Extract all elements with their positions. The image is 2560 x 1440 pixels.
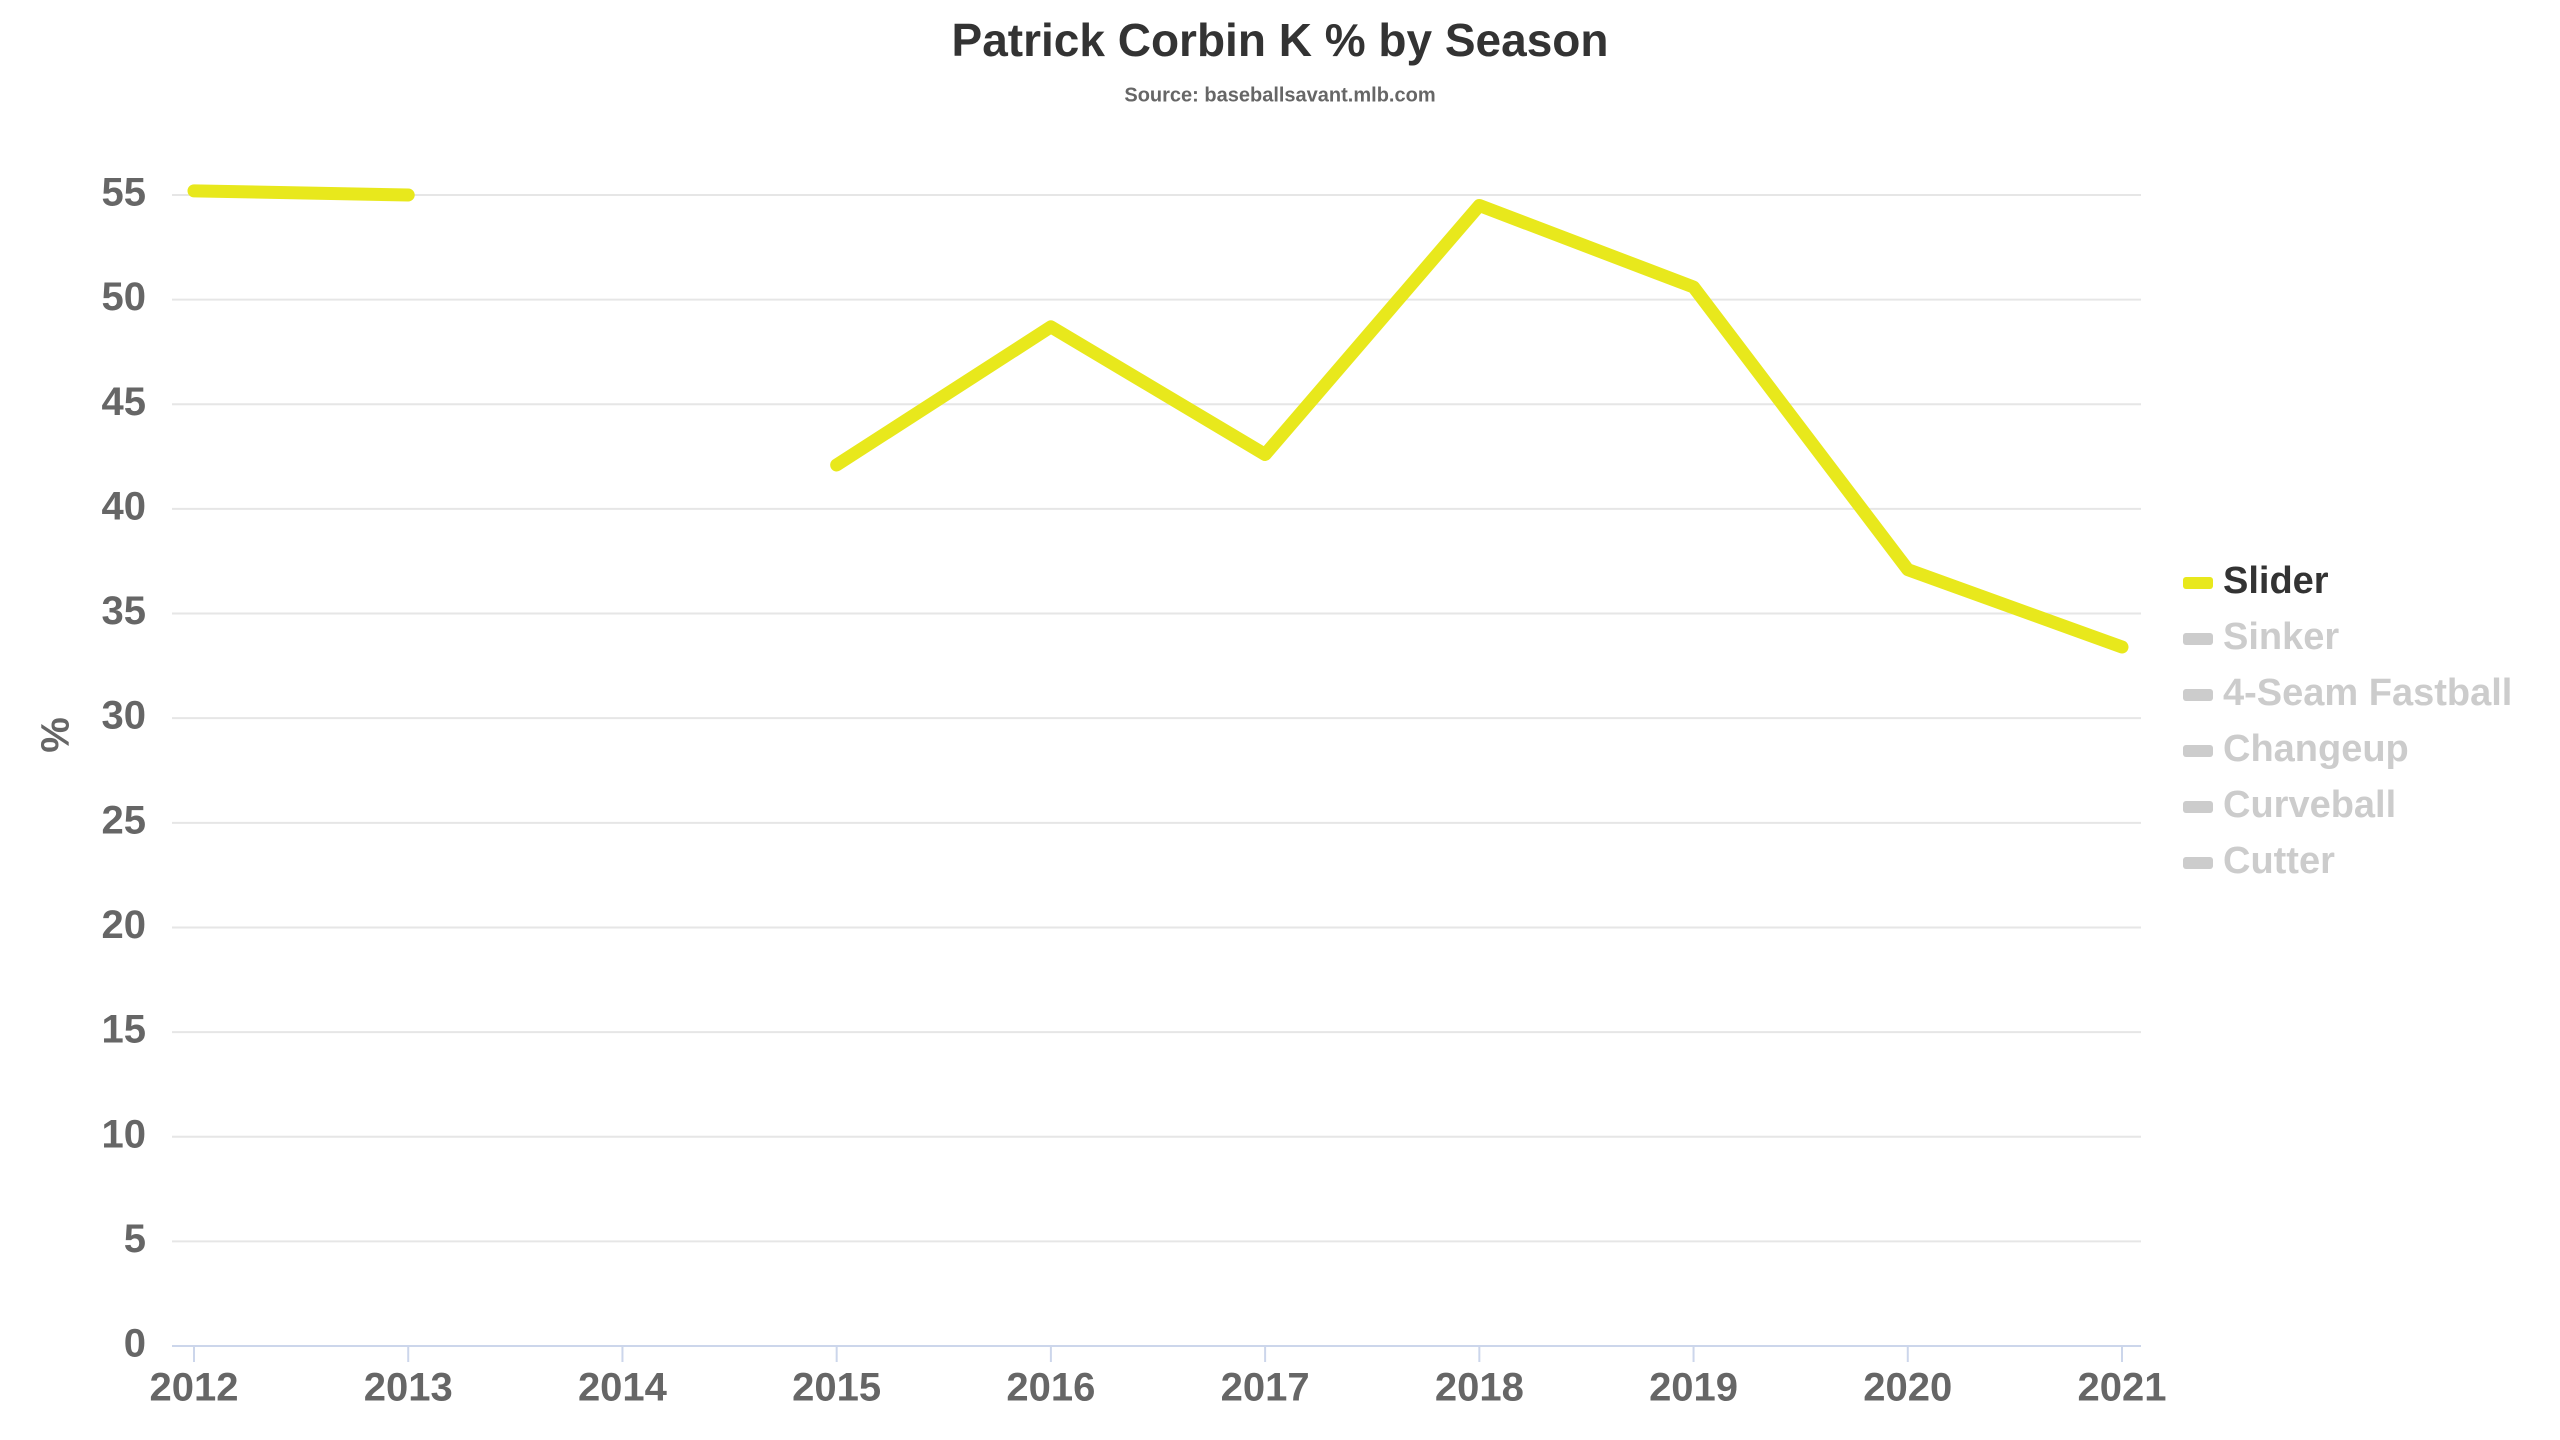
x-tick-label: 2012 [150, 1366, 239, 1410]
x-tick-label: 2015 [792, 1366, 881, 1410]
legend-swatch [2183, 801, 2213, 813]
legend-label: Curveball [2223, 784, 2396, 826]
y-tick-label: 25 [102, 798, 147, 842]
chart-subtitle: Source: baseballsavant.mlb.com [1124, 84, 1435, 106]
y-tick-label: 20 [102, 903, 147, 947]
line-series [830, 198, 2129, 654]
legend-swatch [2183, 633, 2213, 645]
y-tick-label: 30 [102, 694, 147, 738]
legend-swatch [2183, 577, 2213, 589]
x-tick-label: 2020 [1863, 1366, 1952, 1410]
chart-title: Patrick Corbin K % by Season [952, 14, 1609, 66]
x-tick-label: 2019 [1649, 1366, 1738, 1410]
y-tick-label: 0 [124, 1322, 146, 1366]
legend-label: Changeup [2223, 728, 2409, 770]
legend-swatch [2183, 745, 2213, 757]
y-tick-label: 35 [102, 589, 147, 633]
y-tick-label: 5 [124, 1217, 146, 1261]
x-tick-label: 2021 [2078, 1366, 2167, 1410]
legend-label: Sinker [2223, 616, 2339, 658]
y-axis-label: % [34, 717, 78, 753]
y-tick-label: 40 [102, 484, 147, 528]
x-tick-label: 2016 [1006, 1366, 1095, 1410]
y-tick-label: 45 [102, 380, 147, 424]
legend-label: Slider [2223, 560, 2329, 602]
y-tick-label: 50 [102, 275, 147, 319]
x-tick-label: 2017 [1221, 1366, 1310, 1410]
legend-swatch [2183, 689, 2213, 701]
legend-label: Cutter [2223, 840, 2335, 882]
x-tick-label: 2013 [364, 1366, 453, 1410]
line-series [187, 184, 415, 202]
legend-swatch [2183, 857, 2213, 869]
legend-label: 4-Seam Fastball [2223, 672, 2512, 714]
y-tick-label: 15 [102, 1008, 147, 1052]
x-tick-label: 2014 [578, 1366, 668, 1410]
y-tick-label: 10 [102, 1112, 147, 1156]
x-tick-label: 2018 [1435, 1366, 1524, 1410]
y-tick-label: 55 [102, 171, 147, 215]
